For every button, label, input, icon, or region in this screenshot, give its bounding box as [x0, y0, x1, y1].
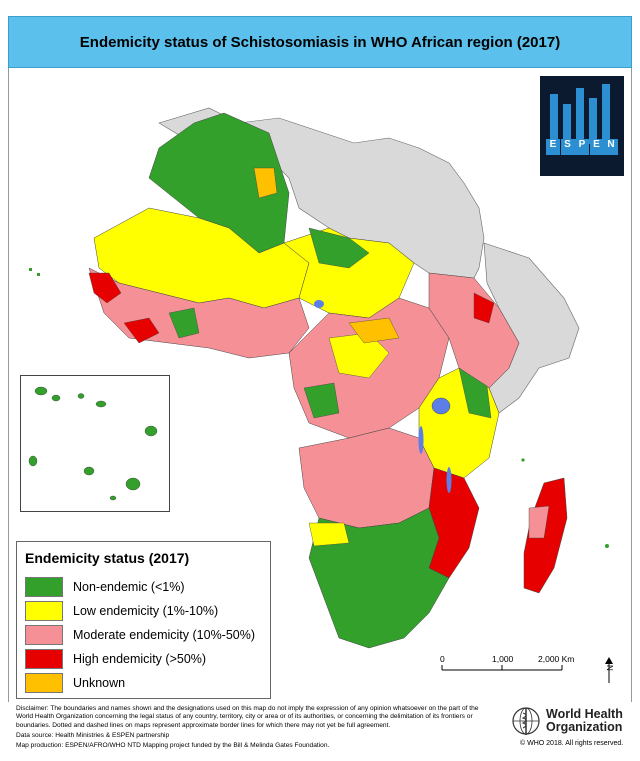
lake-tanganyika	[418, 426, 424, 454]
lake-malawi	[446, 467, 452, 493]
who-copyright: © WHO 2018. All rights reserved.	[520, 740, 624, 747]
madagascar-region	[523, 477, 568, 594]
east-africa-green-patch	[458, 367, 492, 419]
inset-island	[109, 495, 117, 501]
espen-logo: E S P E N	[540, 76, 624, 176]
espen-letter: E	[589, 139, 604, 155]
legend-label: Moderate endemicity (10%-50%)	[73, 628, 256, 642]
legend-item: High endemicity (>50%)	[25, 649, 206, 669]
legend-swatch	[25, 577, 63, 597]
inset-island	[77, 393, 85, 399]
inset-island	[125, 477, 141, 491]
scale-tick-1: 1,000	[492, 654, 514, 664]
legend-swatch	[25, 625, 63, 645]
espen-bars-icon	[550, 84, 610, 144]
title-bar: Endemicity status of Schistosomiasis in …	[8, 16, 632, 68]
legend-label: High endemicity (>50%)	[73, 652, 207, 666]
mozambique-region	[428, 467, 480, 579]
map-production-line: Map production: ESPEN/AFRO/WHO NTD Mappi…	[16, 742, 330, 750]
who-name: World Health Organization	[546, 708, 623, 734]
sahel-green-patch	[308, 227, 370, 269]
cape-verde-dot-2	[37, 273, 40, 276]
central-africa-unknown-patch	[348, 317, 400, 344]
inset-island	[28, 455, 38, 467]
scale-tick-2: 2,000 Km	[538, 654, 574, 664]
scale-bar: 0 1,000 2,000 Km	[434, 648, 574, 684]
mauritius-dot	[605, 544, 609, 548]
west-africa-high-patch-2	[123, 317, 160, 344]
north-arrow-icon: N	[605, 657, 614, 683]
espen-letter: N	[604, 139, 618, 155]
disclaimer-paragraph: Disclaimer: The boundaries and names sho…	[16, 705, 479, 729]
inset-island	[144, 425, 158, 437]
lake-chad	[314, 300, 324, 308]
inset-island	[95, 400, 107, 408]
islands-inset	[20, 375, 170, 512]
legend-label: Non-endemic (<1%)	[73, 580, 185, 594]
legend-label: Unknown	[73, 676, 126, 690]
legend-label: Low endemicity (1%-10%)	[73, 604, 219, 618]
who-logo: World Health Organization	[510, 704, 630, 738]
southern-central-region	[298, 427, 435, 529]
scale-bar-graphic: 0 1,000 2,000 Km	[440, 654, 574, 671]
southern-africa-low-patch	[308, 522, 350, 547]
legend-swatch	[25, 649, 63, 669]
west-africa-high-patch	[88, 272, 122, 304]
central-africa-green-patch	[303, 382, 340, 419]
espen-letter: E	[546, 139, 560, 155]
map-title: Endemicity status of Schistosomiasis in …	[79, 33, 561, 51]
legend-swatch	[25, 673, 63, 693]
espen-letter: S	[560, 139, 575, 155]
inset-island	[34, 386, 48, 396]
espen-letter: P	[575, 139, 589, 155]
africa-map	[29, 107, 609, 649]
cape-verde-dot	[29, 268, 32, 271]
svg-text:N: N	[605, 665, 614, 671]
comoros-dot	[521, 458, 525, 462]
who-name-line1: World Health	[546, 707, 623, 721]
inset-island	[51, 394, 61, 402]
legend-item: Unknown	[25, 673, 125, 693]
data-source-line: Data source: Health Ministries & ESPEN p…	[16, 731, 170, 739]
scale-tick-0: 0	[440, 654, 445, 664]
madagascar-moderate-patch	[528, 505, 550, 539]
legend-item: Low endemicity (1%-10%)	[25, 601, 218, 621]
inset-map	[28, 386, 158, 501]
disclaimer-text: Disclaimer: The boundaries and names sho…	[16, 705, 496, 752]
legend-item: Non-endemic (<1%)	[25, 577, 185, 597]
espen-wordmark: E S P E N	[546, 139, 618, 155]
lake-victoria	[431, 397, 451, 415]
algeria-unknown-patch	[253, 167, 278, 199]
legend-swatch	[25, 601, 63, 621]
legend: Endemicity status (2017) Non-endemic (<1…	[16, 541, 271, 699]
east-africa-high-patch	[473, 292, 495, 324]
who-name-line2: Organization	[546, 720, 623, 734]
legend-title: Endemicity status (2017)	[25, 550, 190, 566]
east-africa-north-region	[428, 272, 520, 389]
inset-island	[83, 466, 95, 476]
who-emblem-icon	[512, 707, 540, 735]
west-africa-green-patch	[168, 307, 200, 339]
legend-item: Moderate endemicity (10%-50%)	[25, 625, 255, 645]
